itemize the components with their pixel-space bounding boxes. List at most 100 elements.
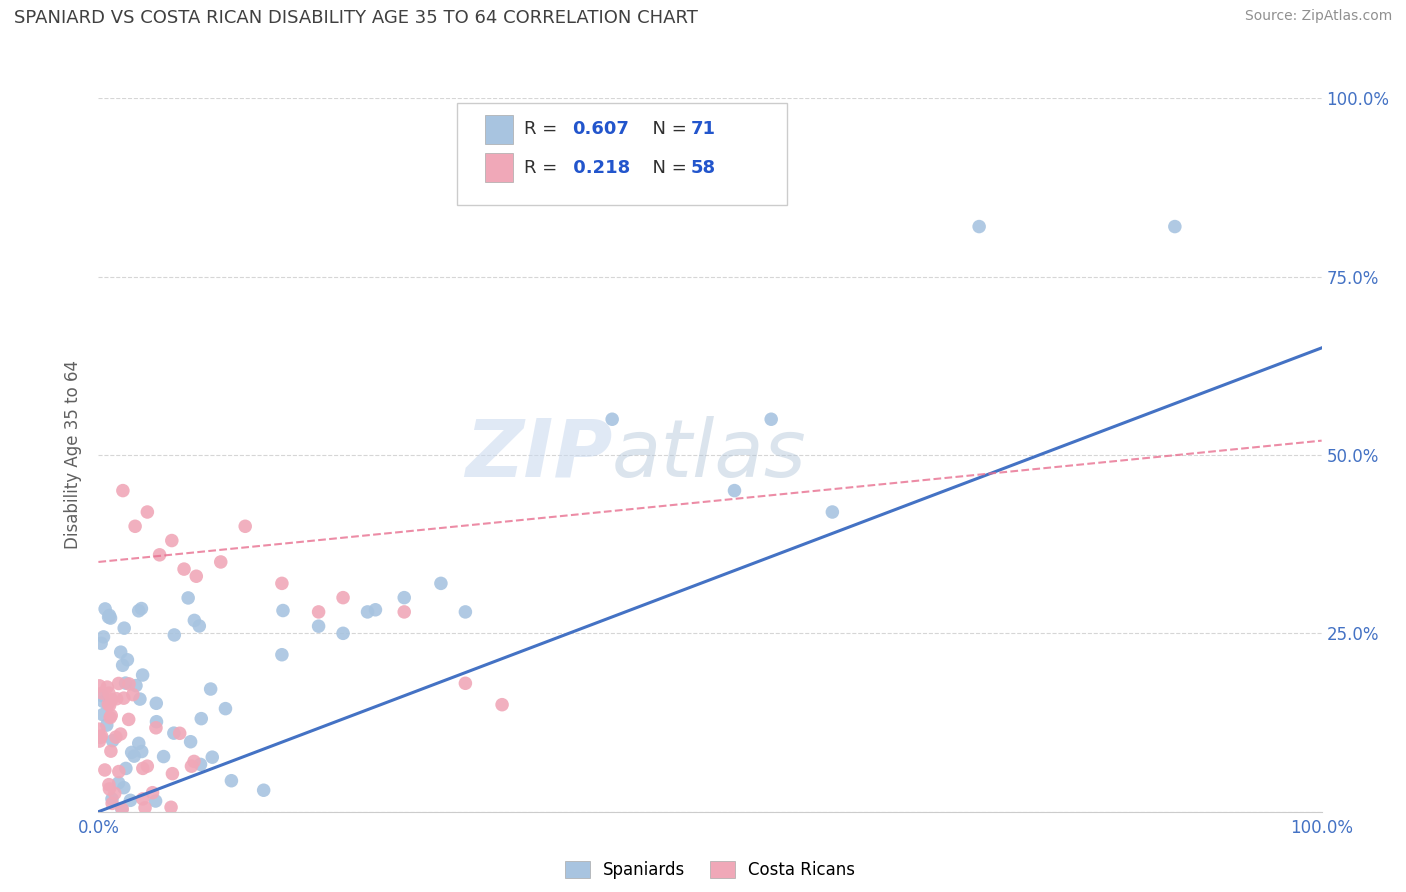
Point [101, 733, 124, 747]
Point [152, 749, 174, 764]
Point [94, 602, 117, 616]
Point [111, 658, 134, 673]
Point [253, 783, 276, 797]
Point [270, 648, 294, 662]
Point [392, 591, 416, 605]
Point [201, 750, 224, 764]
Point [97, 697, 120, 711]
Point [454, 676, 477, 690]
Point [491, 698, 513, 712]
Point [129, 692, 152, 706]
Point [117, 653, 139, 667]
Point [91, 686, 114, 700]
Point [114, 676, 136, 690]
Point [136, 505, 159, 519]
Point [91, 707, 114, 722]
Point [136, 759, 159, 773]
Point [141, 786, 163, 800]
Point [122, 749, 145, 764]
Point [90, 731, 112, 745]
Point [177, 591, 200, 605]
Point [221, 773, 243, 788]
Point [214, 701, 236, 715]
Point [454, 605, 477, 619]
Point [110, 645, 132, 659]
Point [132, 761, 155, 775]
Text: ZIP: ZIP [465, 416, 612, 494]
Point [98, 698, 121, 713]
Point [761, 412, 783, 426]
Point [100, 744, 122, 758]
Point [112, 621, 135, 635]
Point [364, 603, 387, 617]
Point [131, 792, 153, 806]
Point [821, 505, 844, 519]
Text: R =: R = [524, 120, 564, 138]
Point [209, 555, 232, 569]
Point [96, 718, 118, 732]
Point [392, 605, 416, 619]
Point [128, 604, 150, 618]
Point [115, 761, 138, 775]
Point [145, 714, 167, 729]
Point [600, 412, 623, 426]
Point [101, 792, 124, 806]
Point [163, 628, 186, 642]
Point [430, 576, 453, 591]
Point [332, 626, 354, 640]
Point [145, 794, 167, 808]
Point [183, 755, 205, 769]
Point [308, 619, 330, 633]
Point [233, 519, 256, 533]
Point [124, 519, 146, 533]
Point [723, 483, 745, 498]
Point [190, 757, 212, 772]
Point [97, 610, 120, 624]
Point [163, 726, 186, 740]
Point [145, 696, 167, 710]
Point [162, 766, 184, 780]
Point [87, 722, 110, 736]
Point [118, 713, 141, 727]
Text: R =: R = [524, 159, 564, 177]
Point [332, 591, 354, 605]
Point [131, 745, 153, 759]
Point [107, 676, 129, 690]
Point [121, 745, 143, 759]
Point [100, 708, 122, 723]
Point [105, 691, 128, 706]
Text: N =: N = [641, 120, 693, 138]
Point [107, 776, 129, 790]
Point [98, 710, 121, 724]
Text: 71: 71 [690, 120, 716, 138]
Point [186, 569, 208, 583]
Point [271, 603, 294, 617]
Text: 58: 58 [690, 159, 716, 177]
Point [97, 686, 120, 700]
Text: N =: N = [641, 159, 693, 177]
Point [90, 636, 112, 650]
Point [111, 802, 134, 816]
Point [90, 729, 112, 743]
Point [101, 797, 124, 811]
Point [111, 483, 134, 498]
Point [967, 219, 990, 234]
Point [104, 730, 127, 744]
Point [134, 801, 156, 815]
Text: 0.218: 0.218 [567, 159, 630, 177]
Point [180, 759, 202, 773]
Point [188, 619, 211, 633]
Point [108, 764, 131, 779]
Point [122, 688, 145, 702]
Point [183, 614, 205, 628]
Point [100, 611, 122, 625]
Point [160, 533, 183, 548]
Y-axis label: Disability Age 35 to 64: Disability Age 35 to 64 [65, 360, 83, 549]
Point [100, 692, 122, 706]
Point [200, 681, 222, 696]
Point [112, 780, 135, 795]
Point [131, 668, 153, 682]
Point [98, 608, 121, 623]
Point [125, 679, 148, 693]
Point [104, 786, 127, 800]
